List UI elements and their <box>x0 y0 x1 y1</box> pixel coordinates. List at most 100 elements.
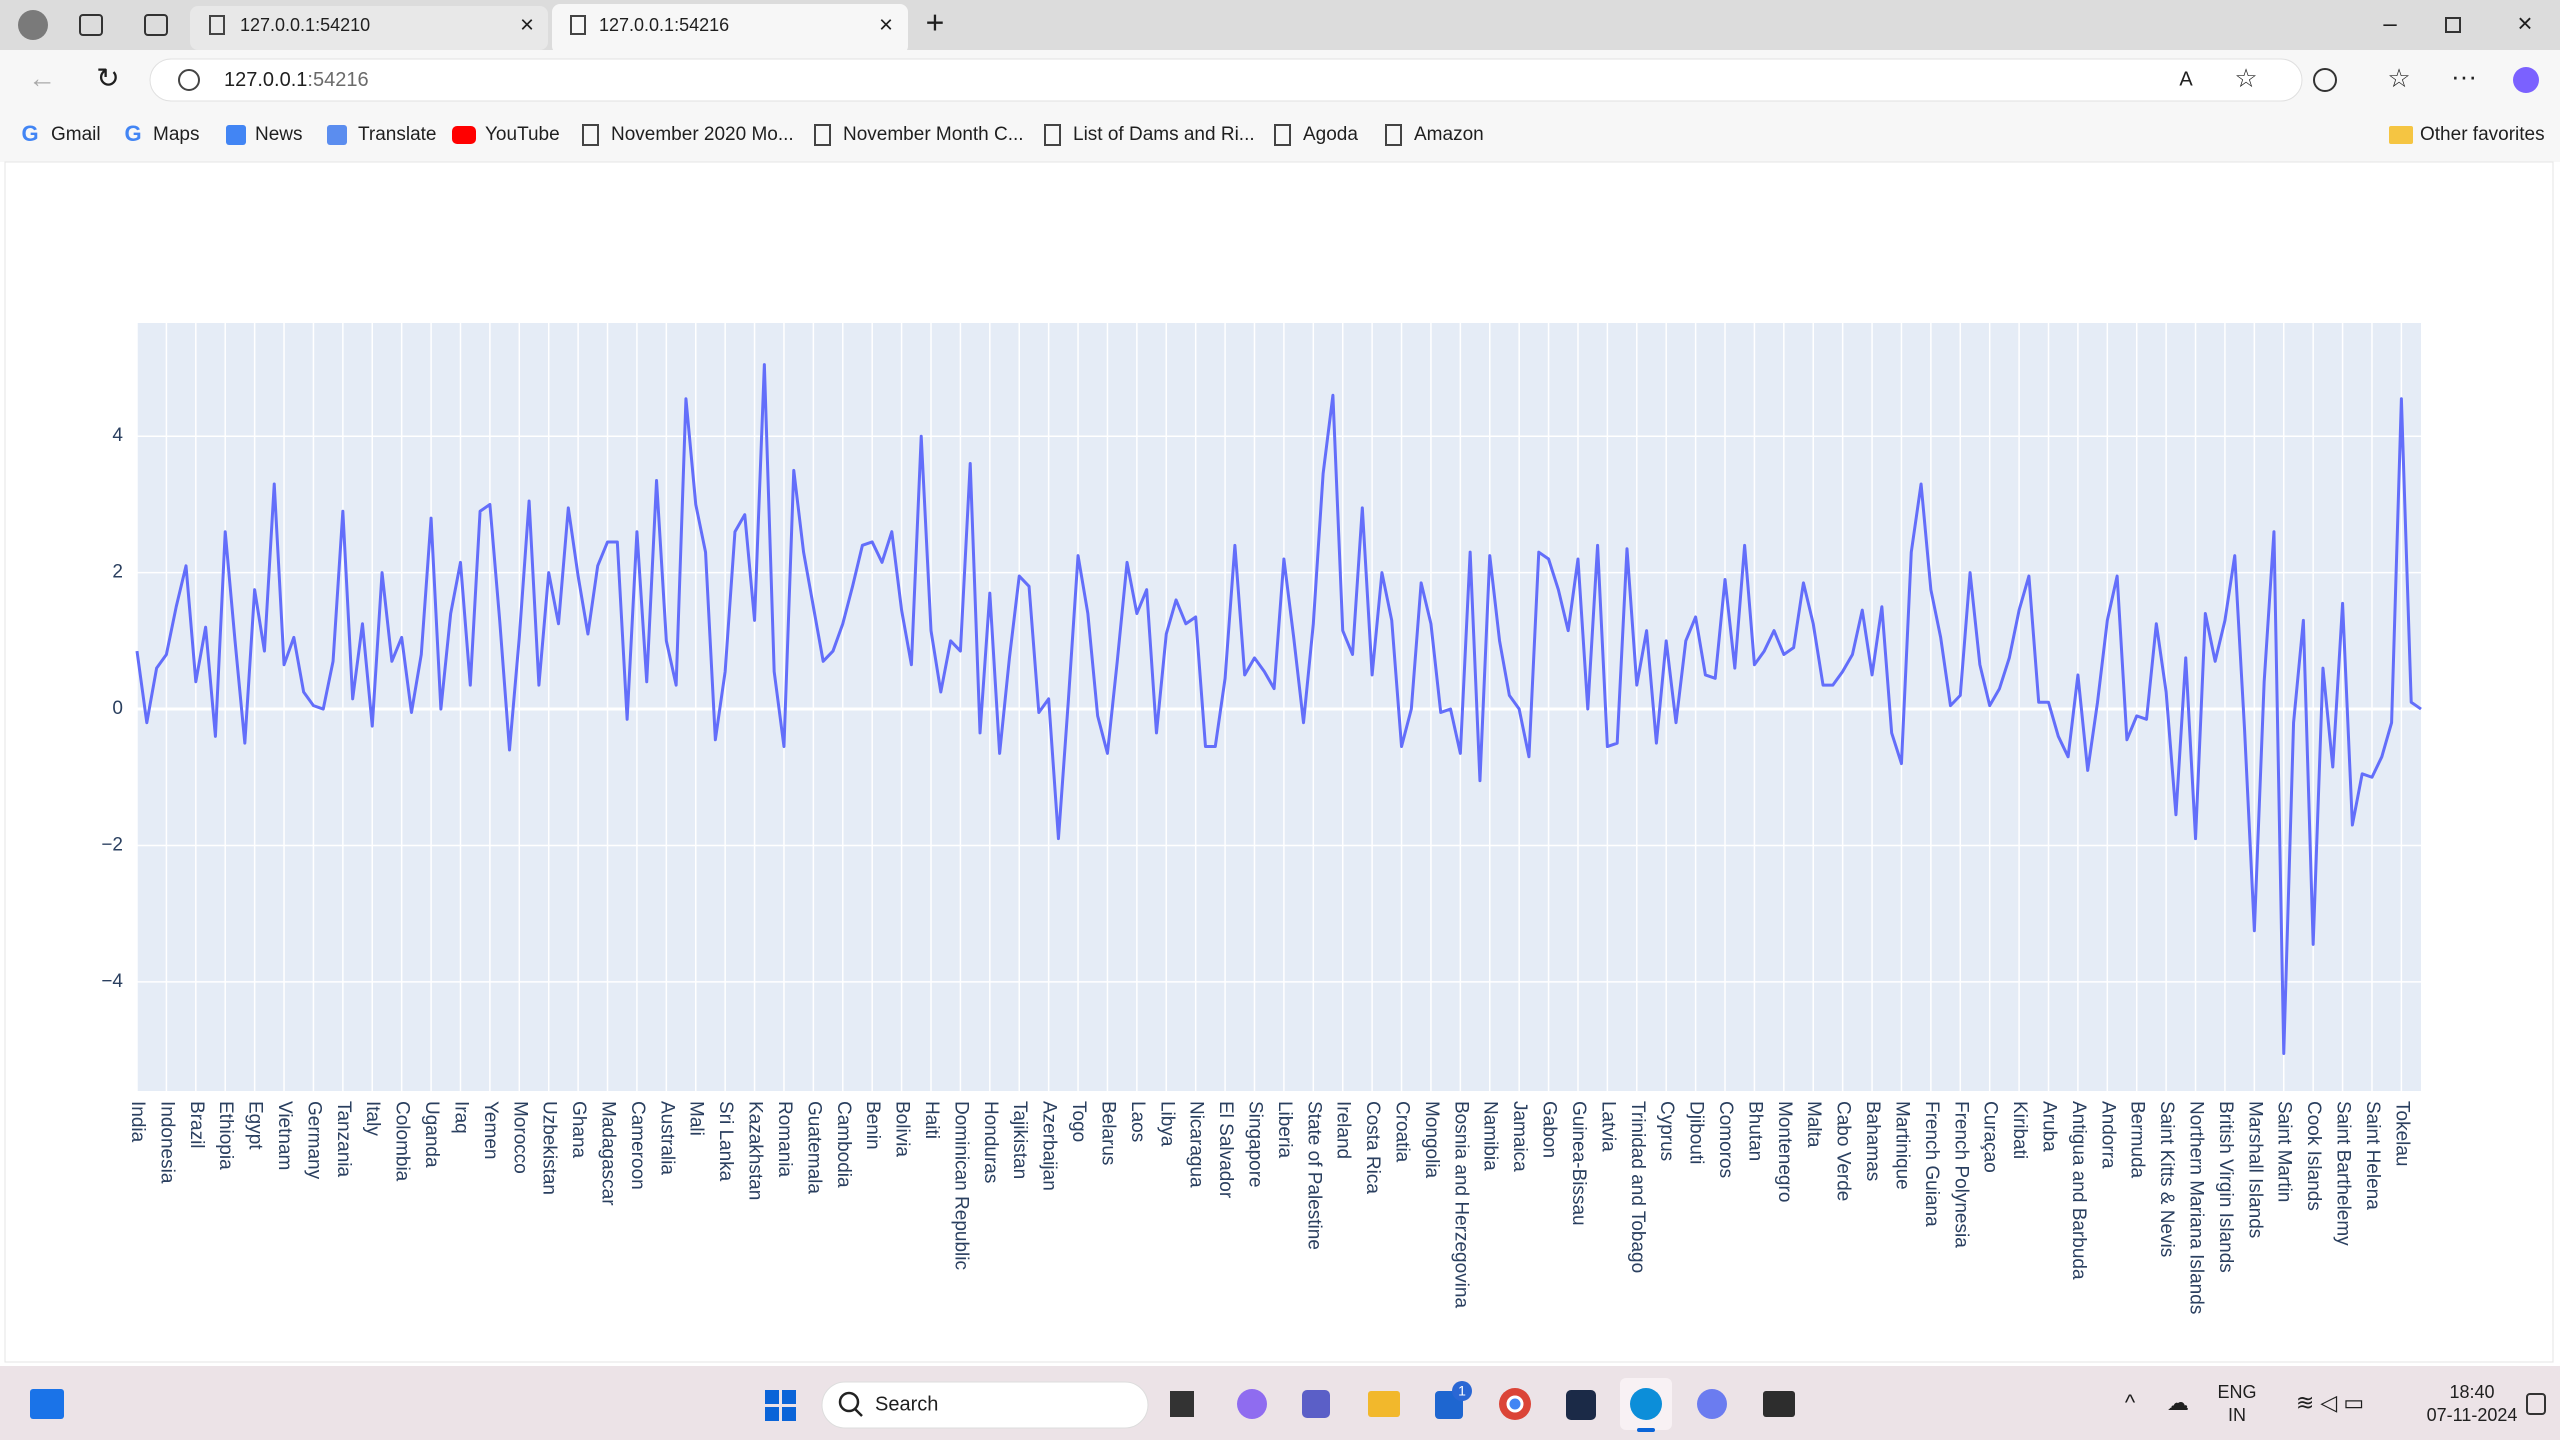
x-tick-label: Yemen <box>480 1101 501 1159</box>
page-icon <box>1274 124 1291 146</box>
bookmark[interactable]: Translate <box>358 124 437 145</box>
app-icon[interactable] <box>1170 1391 1194 1417</box>
terminal-icon[interactable] <box>1763 1391 1795 1417</box>
x-tick-label: Mongolia <box>1421 1101 1442 1179</box>
bookmark[interactable]: November Month C... <box>843 124 1024 145</box>
taskbar <box>0 1366 2560 1440</box>
restore[interactable] <box>2445 17 2461 33</box>
x-tick-label: State of Palestine <box>1303 1101 1324 1250</box>
x-tick-label: Guatemala <box>803 1101 824 1194</box>
url-port: :54216 <box>307 69 368 91</box>
x-tick-label: Saint Kitts & Nevis <box>2156 1101 2177 1257</box>
minimize[interactable]: – <box>2383 10 2397 37</box>
clock-time[interactable]: 18:40 <box>2449 1382 2494 1402</box>
teams-icon[interactable] <box>1302 1390 1330 1418</box>
tab[interactable]: 127.0.0.1:54210 × <box>190 6 548 50</box>
tray-chevron[interactable]: ^ <box>2125 1390 2136 1415</box>
workspaces-icon[interactable] <box>79 14 103 36</box>
youtube-icon <box>452 126 476 144</box>
app-icon[interactable] <box>1566 1390 1596 1420</box>
url: 127.0.0.1:54216 <box>224 69 369 91</box>
x-tick-label: Jamaica <box>1509 1101 1530 1172</box>
site-info-icon[interactable] <box>178 69 200 91</box>
x-tick-label: Sri Lanka <box>715 1101 736 1182</box>
tab-close[interactable]: × <box>879 11 893 38</box>
x-tick-label: Iraq <box>450 1101 471 1134</box>
other-favorites[interactable]: Other favorites <box>2420 124 2545 145</box>
bookmark[interactable]: List of Dams and Ri... <box>1073 124 1255 145</box>
bookmark[interactable]: YouTube <box>485 124 560 145</box>
x-tick-label: Tajikistan <box>1009 1101 1030 1179</box>
refresh-button[interactable]: ↻ <box>96 62 119 93</box>
x-tick-label: Uganda <box>421 1101 442 1168</box>
app-icon[interactable] <box>1697 1389 1727 1419</box>
new-tab[interactable]: + <box>926 4 945 40</box>
address-bar[interactable] <box>149 58 2303 102</box>
x-tick-label: Cambodia <box>833 1101 854 1188</box>
x-tick-label: Cameroon <box>627 1101 648 1190</box>
translate-icon <box>327 125 347 145</box>
widgets-icon <box>30 1389 64 1419</box>
active-indicator <box>1637 1428 1655 1432</box>
x-tick-label: Bermuda <box>2127 1101 2148 1179</box>
x-tick-label: Costa Rica <box>1362 1101 1383 1194</box>
onedrive-icon[interactable]: ☁ <box>2167 1390 2189 1415</box>
x-tick-label: Liberia <box>1274 1101 1295 1158</box>
x-tick-label: Cook Islands <box>2303 1101 2324 1211</box>
status-icons[interactable]: ≋ ◁ ▭ <box>2296 1390 2364 1415</box>
x-tick-label: Germany <box>303 1101 324 1180</box>
start-button[interactable] <box>765 1390 796 1421</box>
badge-count: 1 <box>1458 1383 1466 1399</box>
x-tick-label: Madagascar <box>598 1101 619 1206</box>
x-tick-label: Haiti <box>921 1101 942 1139</box>
y-tick-label: 2 <box>112 562 123 583</box>
bookmark[interactable]: Gmail <box>51 124 101 145</box>
clock-date[interactable]: 07-11-2024 <box>2427 1405 2518 1425</box>
x-tick-label: Malta <box>1803 1101 1824 1148</box>
language[interactable]: ENG <box>2217 1382 2256 1402</box>
x-tick-label: Montenegro <box>1774 1101 1795 1202</box>
logo-quad <box>765 1390 779 1404</box>
close-window[interactable]: × <box>2517 8 2532 38</box>
start-widget[interactable] <box>30 1389 64 1419</box>
page-icon <box>1385 124 1402 146</box>
search-background <box>821 1381 1149 1429</box>
more-menu[interactable]: ··· <box>2451 61 2477 91</box>
x-tick-label: Tanzania <box>333 1101 354 1177</box>
notifications[interactable] <box>2526 1393 2546 1415</box>
x-tick-label: Saint Helena <box>2362 1101 2383 1210</box>
copilot[interactable] <box>2513 67 2539 93</box>
vertical-tabs-icon[interactable] <box>144 14 168 36</box>
region[interactable]: IN <box>2228 1405 2246 1425</box>
x-tick-label: Romania <box>774 1101 795 1177</box>
edge-icon[interactable] <box>1630 1388 1662 1420</box>
read-aloud[interactable]: A <box>2179 68 2193 90</box>
bookmark[interactable]: Maps <box>153 124 199 145</box>
tab-title: 127.0.0.1:54210 <box>240 15 370 35</box>
explorer-icon[interactable] <box>1368 1391 1400 1417</box>
url-host: 127.0.0.1 <box>224 69 307 91</box>
x-tick-label: Marshall Islands <box>2244 1101 2265 1238</box>
tab-close[interactable]: × <box>520 11 534 38</box>
x-tick-label: Kiribati <box>2009 1101 2030 1159</box>
tab-title: 127.0.0.1:54216 <box>599 15 729 35</box>
profile-icon[interactable] <box>18 10 48 40</box>
favorites[interactable]: ☆ <box>2387 63 2410 93</box>
search-icon-handle <box>854 1408 863 1417</box>
x-tick-label: Northern Mariana Islands <box>2186 1101 2207 1314</box>
bookmark[interactable]: Amazon <box>1414 124 1484 145</box>
extensions[interactable] <box>2313 68 2337 92</box>
x-tick-label: Comoros <box>1715 1101 1736 1178</box>
bookmark[interactable]: November 2020 Mo... <box>611 124 794 145</box>
bookmark[interactable]: News <box>255 124 303 145</box>
data-line <box>135 363 2422 1055</box>
favorite-star[interactable]: ☆ <box>2234 63 2257 93</box>
search-box[interactable]: Search <box>821 1381 1149 1429</box>
back-button[interactable]: ← <box>28 62 56 93</box>
bookmark[interactable]: Agoda <box>1303 124 1358 145</box>
x-tick-label: El Salvador <box>1215 1101 1236 1199</box>
x-tick-label: Singapore <box>1244 1101 1265 1188</box>
tab-active[interactable]: 127.0.0.1:54216 × <box>552 4 908 54</box>
x-tick-label: Bosnia and Herzegovina <box>1450 1101 1471 1308</box>
app-icon[interactable] <box>1237 1389 1267 1419</box>
